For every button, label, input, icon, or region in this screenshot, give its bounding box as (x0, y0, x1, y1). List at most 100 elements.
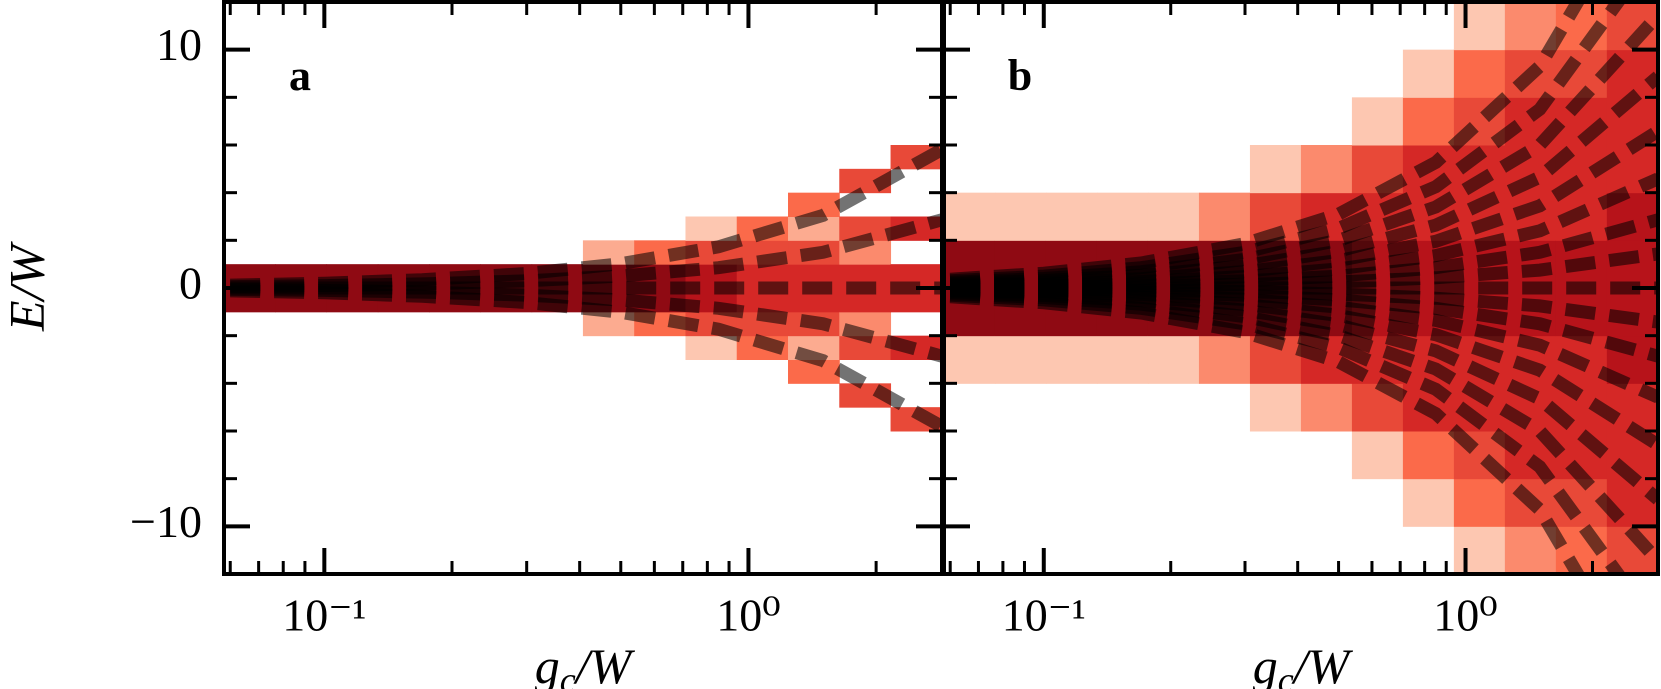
heatmap-cell (583, 407, 635, 431)
heatmap-cell (429, 431, 481, 455)
heatmap-cell (1199, 97, 1250, 145)
heatmap-cell (378, 336, 430, 360)
heatmap-cell (583, 169, 635, 193)
heatmap-cell (1148, 431, 1200, 479)
dashed-curve (230, 284, 942, 433)
heatmap-cell (1046, 50, 1098, 98)
heatmap-cell (224, 121, 276, 145)
heatmap-cell (891, 193, 943, 217)
heatmap-cell (1046, 97, 1098, 145)
heatmap-cell (1402, 431, 1455, 480)
heatmap-cell (1250, 97, 1301, 145)
heatmap-cell (788, 145, 840, 169)
heatmap-cell (944, 526, 995, 574)
heatmap-cell (480, 407, 532, 431)
heatmap-cell (532, 431, 584, 455)
heatmap-cell (685, 193, 737, 217)
heatmap-cell (1249, 383, 1302, 432)
heatmap-cell (224, 217, 276, 241)
heatmap-cell (1199, 526, 1250, 574)
heatmap-cell (685, 335, 738, 360)
heatmap-cell (480, 360, 532, 384)
heatmap-cell (1453, 49, 1506, 98)
panel-label: a (289, 51, 311, 100)
heatmap-cell (532, 360, 584, 384)
heatmap-cell (1097, 479, 1148, 527)
heatmap-cell (994, 192, 1047, 241)
heatmap-cell (839, 121, 891, 145)
heatmap-cell (378, 407, 430, 431)
heatmap-cell (1250, 526, 1301, 574)
heatmap-cell (275, 407, 327, 431)
heatmap-cell (685, 121, 737, 145)
heatmap-cell (378, 240, 430, 264)
heatmap-cell (1453, 478, 1506, 527)
heatmap-cell (944, 192, 996, 241)
heatmap-cell (839, 431, 891, 455)
heatmap-cell (1352, 479, 1403, 527)
heatmap-cell (1453, 2, 1506, 51)
heatmap-cell (1148, 50, 1200, 98)
heatmap-cell (378, 383, 430, 407)
heatmap-cell (634, 360, 686, 384)
heatmap-cell (944, 145, 995, 193)
heatmap-cell (1046, 526, 1098, 574)
heatmap-cell (1097, 2, 1148, 50)
heatmap-cell (327, 121, 379, 145)
heatmap-cell (532, 121, 584, 145)
heatmap-cell (327, 312, 379, 336)
heatmap-cell (995, 97, 1047, 145)
heatmap-cell (532, 336, 584, 360)
heatmap-cell (1148, 145, 1200, 193)
heatmap-cell (378, 312, 430, 336)
y-axis-label: E/W (0, 241, 54, 332)
heatmap-cell (327, 169, 379, 193)
heatmap-cell (788, 407, 840, 431)
heatmap-cell (1148, 383, 1200, 431)
heatmap-cell (1199, 145, 1250, 193)
heatmap-cell (685, 383, 737, 407)
dashed-curve (949, 290, 1586, 574)
x-tick-label: 10⁻¹ (282, 590, 366, 641)
x-tick-label: 10⁻¹ (1002, 590, 1086, 641)
heatmap-cell (275, 312, 327, 336)
heatmap-cell (327, 240, 379, 264)
panel-label: b (1008, 51, 1032, 100)
heatmap-cell (1351, 431, 1404, 480)
heatmap-cell (1199, 2, 1250, 50)
heatmap-cell (1199, 479, 1250, 527)
heatmap-cell (737, 121, 789, 145)
heatmap-cell (1097, 526, 1148, 574)
heatmap-cell (480, 169, 532, 193)
heatmap-cell (480, 217, 532, 241)
heatmap-cell (737, 431, 789, 455)
heatmap-cell (583, 145, 635, 169)
heatmap-cell (634, 193, 686, 217)
heatmap-cell (1046, 145, 1098, 193)
heatmap-cell (995, 431, 1047, 479)
heatmap-cell (1352, 2, 1403, 50)
heatmap-cell (1250, 431, 1301, 479)
heatmap-cell (1045, 192, 1098, 241)
heatmap-cell (532, 145, 584, 169)
heatmap-cell (634, 336, 686, 360)
heatmap-cell (583, 360, 635, 384)
heatmap-cell (275, 336, 327, 360)
heatmap-cell (1097, 97, 1148, 145)
heatmap-cell (480, 312, 532, 336)
heatmap-cell (327, 383, 379, 407)
heatmap-cell (429, 145, 481, 169)
heatmap-cell (1046, 479, 1098, 527)
heatmap-cell (891, 312, 943, 336)
heatmap-cell (1301, 526, 1352, 574)
heatmap-cell (532, 217, 584, 241)
heatmap-cell (1046, 2, 1098, 50)
heatmap-cell (583, 217, 635, 241)
heatmap-cell (1199, 50, 1250, 98)
heatmap-cell (532, 407, 584, 431)
heatmap-cell (429, 383, 481, 407)
heatmap-cell (429, 360, 481, 384)
heatmap-cell (583, 336, 635, 360)
heatmap-cell (1046, 383, 1098, 431)
